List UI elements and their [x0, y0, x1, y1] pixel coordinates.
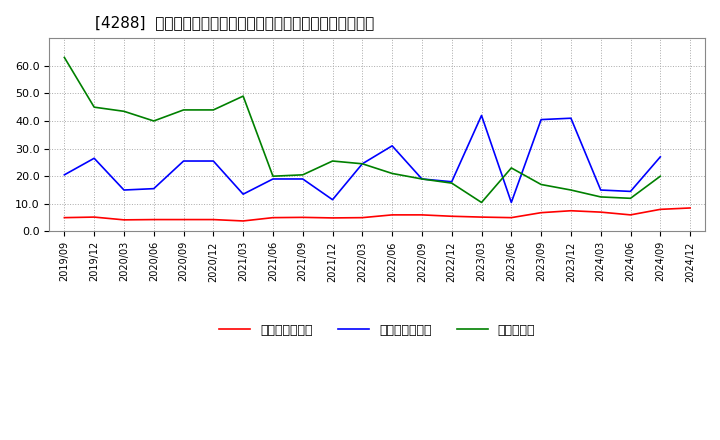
在庫回転率 — [447, 180, 456, 186]
在庫回転率 — [298, 172, 307, 177]
在庫回転率 — [537, 182, 546, 187]
売上債権回転率 — [90, 214, 99, 220]
売上債権回転率 — [60, 215, 68, 220]
買入債務回転率 — [209, 158, 217, 164]
買入債務回転率 — [239, 191, 248, 197]
買入債務回転率 — [507, 200, 516, 205]
買入債務回転率 — [477, 113, 486, 118]
買入債務回転率 — [537, 117, 546, 122]
売上債権回転率 — [328, 215, 337, 220]
買入債務回転率 — [150, 186, 158, 191]
在庫回転率 — [358, 161, 366, 166]
売上債権回転率 — [507, 215, 516, 220]
買入債務回転率 — [120, 187, 128, 193]
在庫回転率 — [626, 196, 635, 201]
在庫回転率 — [150, 118, 158, 124]
在庫回転率 — [239, 93, 248, 99]
Line: 買入債務回転率: 買入債務回転率 — [64, 115, 660, 202]
在庫回転率 — [179, 107, 188, 113]
買入債務回転率 — [447, 179, 456, 184]
売上債権回転率 — [239, 218, 248, 224]
Line: 売上債権回転率: 売上債権回転率 — [64, 208, 690, 221]
売上債権回転率 — [537, 210, 546, 215]
買入債務回転率 — [269, 176, 277, 182]
買入債務回転率 — [328, 197, 337, 202]
売上債権回転率 — [269, 215, 277, 220]
売上債権回転率 — [685, 205, 694, 211]
買入債務回転率 — [388, 143, 397, 148]
買入債務回転率 — [418, 176, 426, 182]
在庫回転率 — [388, 171, 397, 176]
買入債務回転率 — [179, 158, 188, 164]
売上債権回転率 — [626, 212, 635, 217]
売上債権回転率 — [120, 217, 128, 223]
買入債務回転率 — [358, 161, 366, 166]
売上債権回転率 — [209, 217, 217, 222]
買入債務回転率 — [656, 154, 665, 160]
在庫回転率 — [656, 173, 665, 179]
売上債権回転率 — [656, 207, 665, 212]
売上債権回転率 — [388, 212, 397, 217]
売上債権回転率 — [567, 208, 575, 213]
在庫回転率 — [90, 105, 99, 110]
買入債務回転率 — [626, 189, 635, 194]
在庫回転率 — [269, 173, 277, 179]
買入債務回転率 — [298, 176, 307, 182]
売上債権回転率 — [150, 217, 158, 222]
買入債務回転率 — [60, 172, 68, 177]
買入債務回転率 — [567, 116, 575, 121]
Legend: 売上債権回転率, 買入債務回転率, 在庫回転率: 売上債権回転率, 買入債務回転率, 在庫回転率 — [214, 319, 541, 342]
在庫回転率 — [507, 165, 516, 171]
在庫回転率 — [60, 55, 68, 60]
買入債務回転率 — [90, 156, 99, 161]
売上債権回転率 — [477, 214, 486, 220]
在庫回転率 — [209, 107, 217, 113]
売上債権回転率 — [447, 214, 456, 219]
在庫回転率 — [418, 176, 426, 182]
Line: 在庫回転率: 在庫回転率 — [64, 58, 660, 202]
売上債権回転率 — [418, 212, 426, 217]
売上債権回転率 — [298, 215, 307, 220]
売上債権回転率 — [596, 209, 605, 215]
在庫回転率 — [328, 158, 337, 164]
在庫回転率 — [477, 200, 486, 205]
在庫回転率 — [596, 194, 605, 200]
買入債務回転率 — [596, 187, 605, 193]
在庫回転率 — [567, 187, 575, 193]
Text: [4288]  売上債権回転率、買入債務回転率、在庫回転率の推移: [4288] 売上債権回転率、買入債務回転率、在庫回転率の推移 — [95, 15, 374, 30]
在庫回転率 — [120, 109, 128, 114]
売上債権回転率 — [358, 215, 366, 220]
売上債権回転率 — [179, 217, 188, 222]
